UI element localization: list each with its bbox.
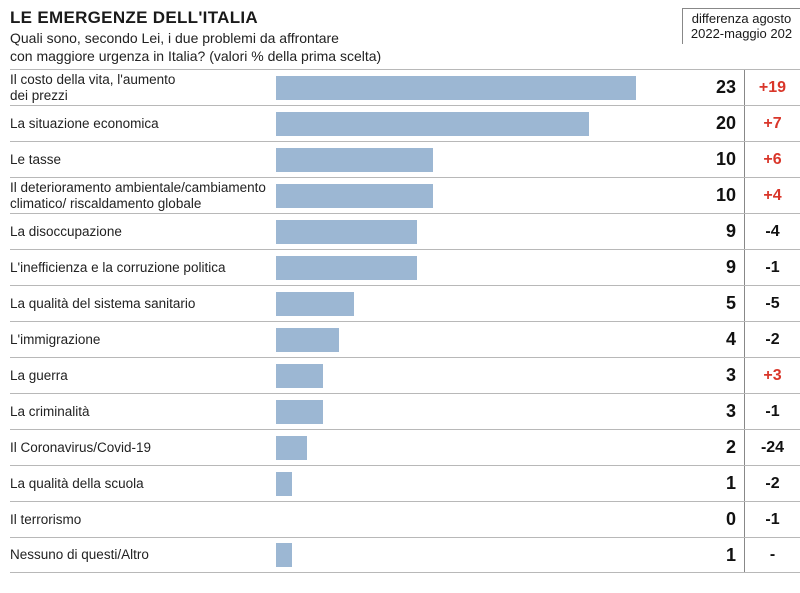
- bar-cell: [276, 178, 700, 213]
- bar-cell: [276, 430, 700, 465]
- bar-cell: [276, 538, 700, 572]
- bar-cell: [276, 250, 700, 285]
- row-value: 9: [700, 250, 744, 285]
- bar-cell: [276, 70, 700, 105]
- row-diff: -4: [744, 214, 800, 249]
- bar: [276, 148, 433, 172]
- row-value: 2: [700, 430, 744, 465]
- bar: [276, 328, 339, 352]
- bar-cell: [276, 322, 700, 357]
- table-row: La qualità del sistema sanitario 5-5: [10, 285, 800, 321]
- bar-cell: [276, 394, 700, 429]
- table-row: Le tasse 10+6: [10, 141, 800, 177]
- row-value: 1: [700, 538, 744, 572]
- row-value: 10: [700, 142, 744, 177]
- header-row: LE EMERGENZE DELL'ITALIA Quali sono, sec…: [10, 8, 800, 65]
- bar: [276, 543, 292, 567]
- diff-header-line2: 2022-maggio 202: [691, 26, 792, 41]
- bar-cell: [276, 214, 700, 249]
- diff-column-header: differenza agosto 2022-maggio 202: [682, 8, 800, 44]
- row-diff: -2: [744, 466, 800, 501]
- table-row: Il terrorismo 0-1: [10, 501, 800, 537]
- row-value: 4: [700, 322, 744, 357]
- bar: [276, 436, 307, 460]
- row-value: 5: [700, 286, 744, 321]
- row-diff: -1: [744, 250, 800, 285]
- table-row: L'immigrazione 4-2: [10, 321, 800, 357]
- subtitle-line2: con maggiore urgenza in Italia? (valori …: [10, 48, 381, 64]
- row-label: L'inefficienza e la corruzione politica: [10, 250, 276, 285]
- table-row: Il deterioramento ambientale/cambiamento…: [10, 177, 800, 213]
- row-label: Il Coronavirus/Covid-19: [10, 430, 276, 465]
- row-label: La situazione economica: [10, 106, 276, 141]
- row-diff: +6: [744, 142, 800, 177]
- row-label: La disoccupazione: [10, 214, 276, 249]
- row-value: 10: [700, 178, 744, 213]
- table-row: La guerra 3+3: [10, 357, 800, 393]
- bar: [276, 400, 323, 424]
- bar-cell: [276, 466, 700, 501]
- row-value: 0: [700, 502, 744, 537]
- chart-rows: Il costo della vita, l'aumentodei prezzi…: [10, 69, 800, 573]
- row-value: 3: [700, 358, 744, 393]
- bar: [276, 76, 636, 100]
- row-value: 20: [700, 106, 744, 141]
- row-label: Il deterioramento ambientale/cambiamento…: [10, 178, 276, 213]
- table-row: Nessuno di questi/Altro 1-: [10, 537, 800, 573]
- row-diff: -1: [744, 394, 800, 429]
- chart-subtitle: Quali sono, secondo Lei, i due problemi …: [10, 30, 682, 65]
- row-diff: -5: [744, 286, 800, 321]
- row-label: La qualità del sistema sanitario: [10, 286, 276, 321]
- row-diff: -24: [744, 430, 800, 465]
- table-row: La disoccupazione 9-4: [10, 213, 800, 249]
- diff-header-line1: differenza agosto: [692, 11, 792, 26]
- row-label: L'immigrazione: [10, 322, 276, 357]
- bar-cell: [276, 502, 700, 537]
- bar: [276, 364, 323, 388]
- row-diff: +4: [744, 178, 800, 213]
- chart-container: LE EMERGENZE DELL'ITALIA Quali sono, sec…: [0, 0, 800, 573]
- bar-cell: [276, 358, 700, 393]
- bar-cell: [276, 286, 700, 321]
- table-row: La situazione economica 20+7: [10, 105, 800, 141]
- row-value: 23: [700, 70, 744, 105]
- row-label: Il costo della vita, l'aumentodei prezzi: [10, 70, 276, 105]
- bar: [276, 184, 433, 208]
- row-diff: +7: [744, 106, 800, 141]
- row-label: Le tasse: [10, 142, 276, 177]
- table-row: Il costo della vita, l'aumentodei prezzi…: [10, 69, 800, 105]
- table-row: Il Coronavirus/Covid-19 2-24: [10, 429, 800, 465]
- row-diff: -2: [744, 322, 800, 357]
- title-block: LE EMERGENZE DELL'ITALIA Quali sono, sec…: [10, 8, 682, 65]
- row-label: Il terrorismo: [10, 502, 276, 537]
- row-diff: -: [744, 538, 800, 572]
- bar: [276, 472, 292, 496]
- chart-title: LE EMERGENZE DELL'ITALIA: [10, 8, 682, 28]
- bar-cell: [276, 106, 700, 141]
- row-value: 1: [700, 466, 744, 501]
- bar: [276, 220, 417, 244]
- row-label: La guerra: [10, 358, 276, 393]
- row-diff: -1: [744, 502, 800, 537]
- bar: [276, 292, 354, 316]
- row-diff: +3: [744, 358, 800, 393]
- table-row: La qualità della scuola 1-2: [10, 465, 800, 501]
- row-value: 3: [700, 394, 744, 429]
- bar: [276, 256, 417, 280]
- bar-cell: [276, 142, 700, 177]
- row-label: Nessuno di questi/Altro: [10, 538, 276, 572]
- row-value: 9: [700, 214, 744, 249]
- bar: [276, 112, 589, 136]
- table-row: L'inefficienza e la corruzione politica 9…: [10, 249, 800, 285]
- table-row: La criminalità 3-1: [10, 393, 800, 429]
- row-label: La criminalità: [10, 394, 276, 429]
- row-diff: +19: [744, 70, 800, 105]
- row-label: La qualità della scuola: [10, 466, 276, 501]
- subtitle-line1: Quali sono, secondo Lei, i due problemi …: [10, 30, 339, 46]
